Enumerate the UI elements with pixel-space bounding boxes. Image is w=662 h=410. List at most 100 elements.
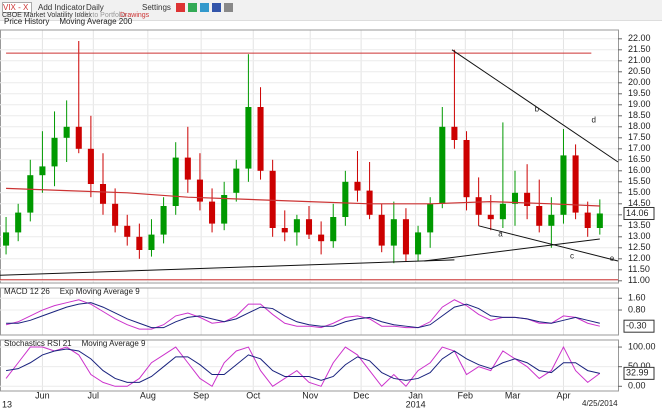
symbol-box[interactable]: VIX - X [2,2,32,13]
last-value-tag [623,319,655,333]
candle-body [463,140,470,198]
candle-body [572,155,579,213]
y-tick-label: 20.00 [628,77,651,87]
drawings[interactable]: Drawings [120,12,150,19]
add-indicator[interactable]: Add Indicator [38,3,86,12]
candle-body [172,157,179,206]
candle-body [63,126,70,138]
year-label: 13 [2,399,12,409]
candle-body [3,232,10,246]
candle-body [27,175,34,213]
indicator-line [5,348,600,383]
y-tick-label: 11.00 [628,275,650,285]
candle-body [596,213,603,228]
toolbar [0,0,662,21]
candle-body [245,107,252,169]
y-tick-label: 16.50 [628,154,651,164]
y-tick-label: 11.50 [628,264,650,274]
candle-body [487,214,494,220]
y-tick-label: 13.00 [628,231,651,241]
settings[interactable]: Settings [142,3,171,12]
y-tick-label: 15.00 [628,187,651,197]
candle-body [524,192,531,206]
candle-body [415,232,422,255]
candle-body [548,214,555,226]
legend-entry: MACD 12 26 [4,287,50,296]
candle-body [221,195,228,224]
candle-body [511,192,519,204]
candle-body [330,217,337,242]
y-tick-label: 18.00 [628,121,651,131]
candle-body [451,126,458,140]
legend-entry: Moving Average 200 [59,17,132,26]
y-tick-label: 14.50 [628,198,651,208]
candle-body [148,234,155,250]
last-value-tag [623,366,655,380]
y-tick-label: 15.50 [628,176,651,186]
candle-body [378,214,385,246]
trend-line [478,225,619,262]
candle-body [536,206,543,226]
y-tick-label: 21.00 [628,55,651,65]
y-tick-label: 50.00 [628,361,651,371]
candle-body [281,228,288,233]
share-icon[interactable] [200,3,209,12]
candle-body [51,137,58,167]
trend-line [0,259,455,276]
trend-line [451,49,619,163]
candle-body [196,179,203,202]
y-tick-label: 0.00 [628,381,646,391]
candle-body [439,126,446,204]
x-tick-label: Oct [246,390,261,400]
candle-body [75,126,82,149]
y-tick-label: 100.00 [628,341,656,351]
panel-frame [0,287,619,336]
candle-body [584,212,591,228]
candle-body [87,148,94,184]
share-icon[interactable] [188,3,197,12]
candle-body [499,203,506,220]
candle-body [475,197,482,215]
share-icon[interactable] [212,3,221,12]
y-tick-label: 20.50 [628,66,651,76]
trend-line [424,238,600,262]
candle-body [560,155,567,215]
period[interactable]: Daily [86,3,104,12]
date-label: 4/25/2014 [582,399,618,408]
y-tick-label: 18.50 [628,110,651,120]
share-icon[interactable] [224,3,233,12]
candle-body [136,236,143,250]
legend-entry: Exp Moving Average 9 [60,287,140,296]
candle-body [233,168,240,193]
candle-body [342,181,349,217]
x-tick-label: Nov [302,390,319,400]
y-tick-label: 13.50 [628,220,651,230]
candle-body [354,181,361,191]
candle-body [318,234,325,242]
legend-entry: Price History [4,17,49,26]
x-tick-label: Jan [408,390,423,400]
add-portfolio[interactable]: Add to Portfolio [78,12,126,19]
x-tick-label: Sep [193,390,209,400]
share-icon[interactable] [176,3,185,12]
indicator-line [6,302,600,329]
candle-body [209,201,216,224]
x-tick-label: Jul [88,390,100,400]
last-value-tag [623,206,655,220]
x-tick-label: Apr [556,390,570,400]
panel-frame [0,29,619,284]
x-tick-label: Mar [505,390,521,400]
legend-entry: Stochastics RSI 21 [4,339,72,348]
candle-body [99,184,107,204]
last-value-label: 32.99 [626,368,649,378]
x-tick-label: Jun [35,390,50,400]
annotation: d [592,115,596,124]
candle-body [293,219,300,233]
y-tick-label: 16.00 [628,165,651,175]
last-value-label: -0.30 [626,321,647,331]
y-tick-label: 17.00 [628,143,651,153]
annotation: a [498,230,503,239]
candle-body [39,166,46,176]
annotation: b [535,104,540,113]
